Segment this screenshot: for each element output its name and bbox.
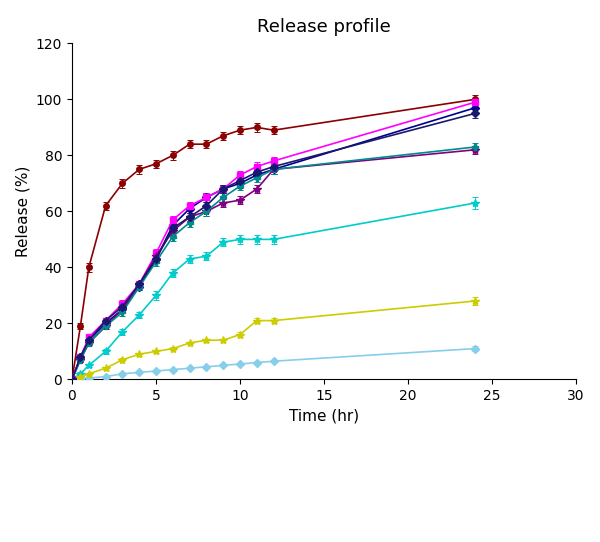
Y-axis label: Release (%): Release (%) [16, 166, 31, 257]
Legend:  [314, 521, 322, 530]
Title: Release profile: Release profile [257, 18, 391, 36]
X-axis label: Time (hr): Time (hr) [289, 409, 359, 424]
